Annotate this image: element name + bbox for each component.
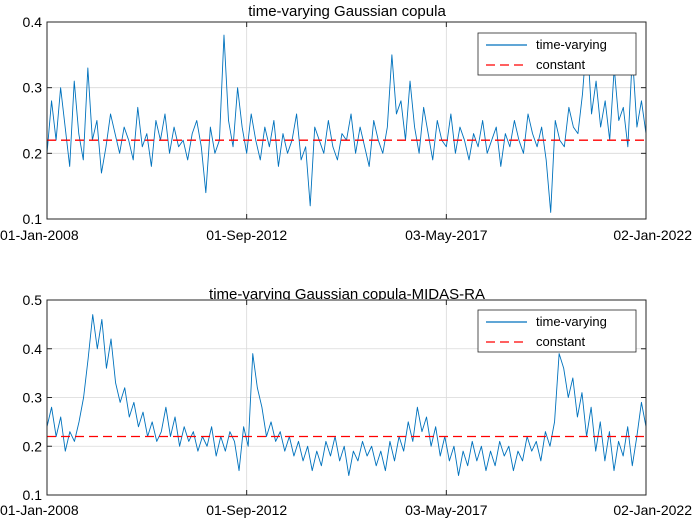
x-tick-label: 01-Jan-2008: [0, 227, 79, 243]
y-tick-label: 0.1: [23, 487, 43, 503]
series-line-time-varying: [46, 314, 647, 476]
x-tick-label: 03-May-2017: [405, 227, 488, 243]
x-tick-label: 02-Jan-2022: [613, 502, 692, 518]
y-tick-label: 0.2: [23, 438, 43, 454]
x-tick-group: 01-Jan-2008 01-Sep-2012 03-May-2017 02-Jan-…: [0, 22, 692, 243]
x-tick-group: 01-Jan-2008 01-Sep-2012 03-May-2017 02-Jan-…: [0, 300, 692, 518]
y-tick-label: 0.3: [23, 390, 43, 406]
legend-box: [477, 309, 637, 353]
legend-label-constant: constant: [536, 57, 586, 72]
legend-box: [477, 32, 637, 76]
legend-label-constant: constant: [536, 334, 586, 349]
y-tick-label: 0.4: [23, 341, 43, 357]
x-tick-label: 02-Jan-2022: [613, 227, 692, 243]
series-group: [46, 314, 647, 476]
y-tick-group: 0.1 0.2 0.3 0.4: [23, 14, 646, 227]
chart-panel-top: time-varying Gaussian copula 0.10.20.30.…: [0, 3, 692, 243]
y-tick-group: 0.1 0.2 0.3 0.4 0.5: [23, 292, 646, 503]
chart-title: time-varying Gaussian copula: [248, 3, 446, 20]
x-tick-label: 01-Sep-2012: [206, 502, 287, 518]
legend: time-varying constant: [477, 309, 637, 353]
y-tick-label: 0.3: [23, 80, 43, 96]
y-tick-label: 0.4: [23, 14, 43, 30]
y-tick-label: 0.1: [23, 211, 43, 227]
series-group: [46, 34, 647, 213]
plot-area-border: [46, 21, 647, 220]
grid-lines: [47, 300, 646, 495]
x-tick-label: 01-Sep-2012: [206, 227, 287, 243]
grid-lines: [47, 22, 646, 219]
x-tick-label: 03-May-2017: [405, 502, 488, 518]
legend: time-varying constant: [477, 32, 637, 76]
x-tick-label: 01-Jan-2008: [0, 502, 79, 518]
y-tick-label: 0.2: [23, 145, 43, 161]
chart-panel-bottom: time-varying Gaussian copula-MIDAS-RA 0.…: [0, 286, 692, 518]
chart-title: time-varying Gaussian copula-MIDAS-RA: [209, 286, 485, 303]
legend-label-time-varying: time-varying: [536, 37, 607, 52]
y-tick-label: 0.5: [23, 292, 43, 308]
legend-label-time-varying: time-varying: [536, 314, 607, 329]
